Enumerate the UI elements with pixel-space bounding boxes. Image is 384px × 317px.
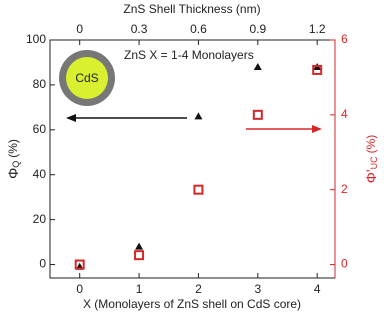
x2-tick-label: 0.3 (131, 22, 148, 36)
x2-tick-label: 0.6 (190, 22, 207, 36)
square-marker (193, 184, 204, 195)
y-tick-label: 20 (33, 212, 47, 226)
triangle-marker (135, 242, 144, 250)
square-marker (252, 109, 263, 120)
y-label-main: Φ (5, 168, 21, 179)
square-marker (312, 64, 323, 75)
y2-label-unit: (%) (364, 135, 378, 154)
arrowhead-right (312, 125, 322, 133)
arrowhead-left (66, 114, 76, 122)
y-tick-label: 100 (26, 32, 46, 46)
x-tick-label: 3 (254, 282, 261, 296)
y-tick-label: 60 (33, 122, 47, 136)
y2-label-main: Φ' (363, 169, 379, 183)
x-tick-label: 1 (136, 282, 143, 296)
core-circle (66, 57, 108, 99)
x-tick-label: 4 (314, 282, 321, 296)
triangle-marker (194, 112, 203, 120)
y-tick-label: 40 (33, 167, 47, 181)
x2-tick-label: 0.9 (249, 22, 266, 36)
y-label: ΦQ (%) (5, 139, 22, 179)
y-tick-label: 0 (39, 257, 46, 271)
x2-tick-label: 0 (76, 22, 83, 36)
square-marker (134, 250, 145, 261)
triangle-marker (253, 62, 262, 70)
y-label-unit: (%) (6, 139, 20, 158)
annotation: ZnS X = 1-4 Monolayers (124, 48, 254, 62)
y2-tick-label: 4 (341, 107, 348, 121)
y2-tick-label: 2 (341, 182, 348, 196)
x-label: X (Monolayers of ZnS shell on CdS core) (83, 297, 301, 311)
y2-tick-label: 0 (341, 257, 348, 271)
y-tick-label: 80 (33, 77, 47, 91)
x2-label: ZnS Shell Thickness (nm) (123, 2, 260, 16)
square-marker (74, 259, 85, 270)
x-tick-label: 2 (195, 282, 202, 296)
x-tick-label: 0 (76, 282, 83, 296)
y2-label-sub: UC (369, 156, 379, 169)
y-label-sub: Q (11, 161, 21, 168)
core-label: CdS (75, 71, 98, 85)
x2-tick-label: 1.2 (309, 22, 326, 36)
y2-label: Φ'UC (%) (363, 135, 380, 184)
y2-tick-label: 6 (341, 32, 348, 46)
